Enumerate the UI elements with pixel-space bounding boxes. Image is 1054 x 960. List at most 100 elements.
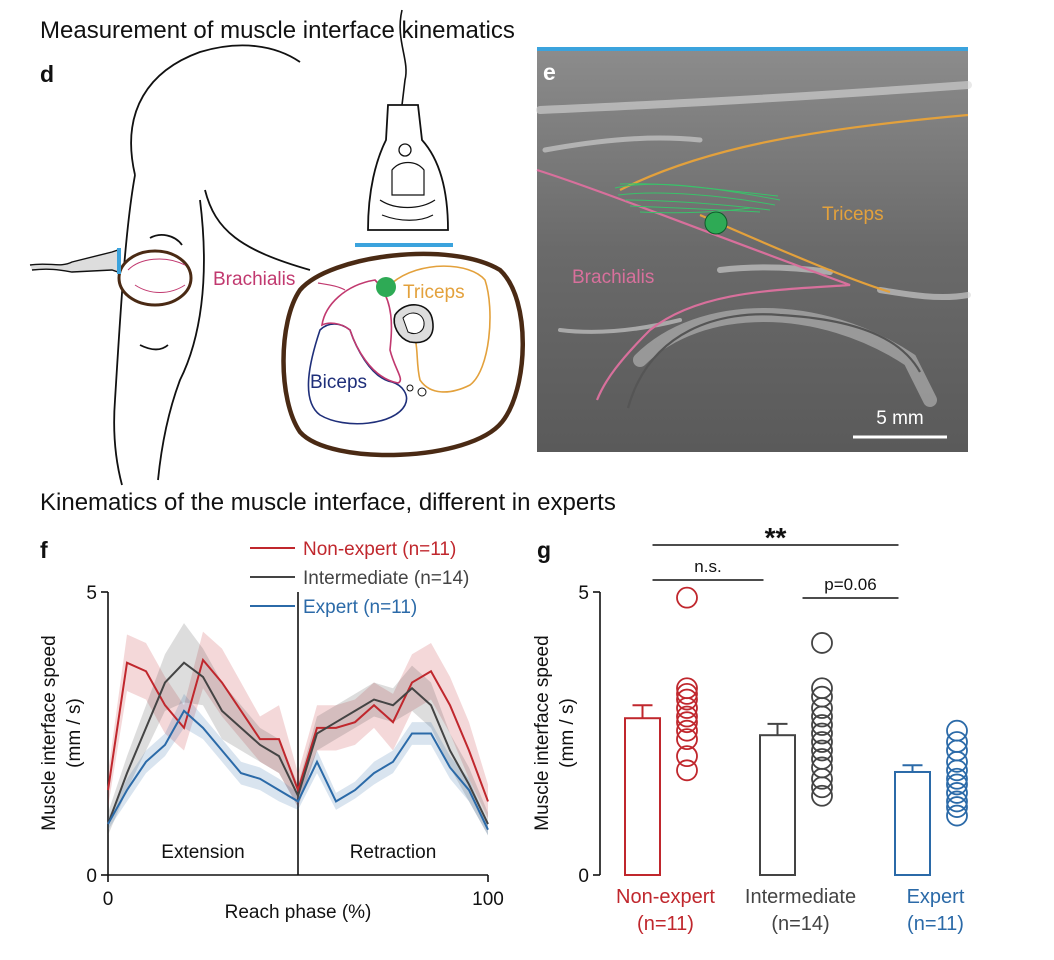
panel-label: g <box>537 537 551 563</box>
triceps-boundary <box>699 213 891 294</box>
data-point <box>946 719 968 742</box>
brachialis-outline <box>320 279 402 384</box>
data-point <box>676 759 698 782</box>
legend-label: Non-expert (n=11) <box>303 539 456 560</box>
section-title: Kinematics of the muscle interface, diff… <box>40 489 616 516</box>
nerve <box>417 387 427 397</box>
data-point <box>676 688 698 711</box>
significance-label: ** <box>765 522 787 553</box>
interface-marker <box>376 277 396 297</box>
x-tick-label: (n=11) <box>907 913 964 935</box>
small-cross-section <box>117 249 193 307</box>
data-point <box>946 759 968 782</box>
probe-detail <box>398 143 412 157</box>
data-point <box>811 677 833 700</box>
data-point <box>811 632 833 654</box>
x-axis-label: Reach phase (%) <box>225 902 372 923</box>
data-point <box>946 739 968 762</box>
muscle-label: Triceps <box>822 204 884 225</box>
data-point <box>946 796 968 818</box>
x-tick-label: (n=11) <box>637 913 694 935</box>
small-probe <box>29 249 119 273</box>
data-point <box>676 728 698 751</box>
x-tick-label: Expert <box>907 886 965 908</box>
data-point <box>676 682 698 705</box>
bar <box>759 734 796 876</box>
series-line <box>107 657 489 802</box>
data-point <box>811 705 833 728</box>
interface-trajectories <box>614 183 781 214</box>
data-point <box>946 731 968 753</box>
data-point <box>676 719 698 742</box>
scale-bar-label: 5 mm <box>876 408 924 429</box>
data-point <box>676 586 698 609</box>
data-point <box>676 697 698 719</box>
probe-cable <box>399 9 407 106</box>
probe-detail <box>379 161 436 221</box>
data-point <box>676 705 698 728</box>
x-tick-label: Intermediate <box>745 886 856 908</box>
y-tick-label: 5 <box>86 583 97 604</box>
phase-label: Extension <box>161 842 244 863</box>
data-point <box>811 784 833 807</box>
muscle-label: Biceps <box>310 372 367 393</box>
series-line <box>107 661 489 825</box>
triceps-outline <box>391 265 491 393</box>
data-point <box>946 767 968 790</box>
data-point <box>946 804 968 827</box>
bar <box>894 770 931 876</box>
phase-label: Retraction <box>350 842 437 863</box>
triceps-boundary <box>619 113 969 191</box>
data-point <box>676 711 698 734</box>
panel-label: f <box>40 537 48 563</box>
data-point <box>811 776 833 799</box>
data-point <box>946 782 968 804</box>
brachialis-boundary <box>536 168 851 401</box>
y-tick-label: 0 <box>578 866 589 887</box>
y-axis-label: Muscle interface speed <box>39 635 60 830</box>
leader <box>317 282 346 291</box>
data-point <box>946 750 968 773</box>
nerve <box>406 384 414 392</box>
panel-label: d <box>40 61 54 87</box>
significance-label: p=0.06 <box>824 575 876 594</box>
muscle-label: Brachialis <box>213 269 295 290</box>
series-line <box>107 709 489 831</box>
section-title: Measurement of muscle interface kinemati… <box>40 17 515 44</box>
data-point <box>811 685 833 708</box>
data-point <box>811 714 833 736</box>
y-tick-label: 0 <box>86 866 97 887</box>
muscle-label: Triceps <box>403 282 465 303</box>
data-point <box>811 731 833 753</box>
y-tick-label: 5 <box>578 583 589 604</box>
bone-boundary <box>626 313 921 409</box>
humerus-core <box>402 312 425 335</box>
data-point <box>676 745 698 768</box>
panel-label: e <box>543 59 556 85</box>
interface-marker <box>704 211 728 235</box>
y-axis-label: Muscle interface speed <box>532 635 553 830</box>
data-point <box>946 790 968 813</box>
data-point <box>946 773 968 796</box>
bar <box>624 717 661 877</box>
legend-label: Intermediate (n=14) <box>303 568 469 589</box>
small-muscles <box>127 258 186 293</box>
data-point <box>676 677 698 700</box>
cross-section <box>281 251 525 458</box>
data-point <box>811 697 833 719</box>
x-tick-label: 100 <box>472 889 504 910</box>
probe <box>367 104 449 231</box>
x-tick-label: 0 <box>103 889 114 910</box>
muscle-label: Brachialis <box>572 267 654 288</box>
arm-outline <box>113 44 311 486</box>
legend-label: Expert (n=11) <box>303 597 417 618</box>
significance-label: n.s. <box>694 557 721 576</box>
data-point <box>811 767 833 790</box>
x-tick-label: Non-expert <box>616 886 715 908</box>
x-tick-label: (n=14) <box>771 913 829 935</box>
y-axis-label: (mm / s) <box>557 698 578 768</box>
y-axis-label: (mm / s) <box>64 698 85 768</box>
ultrasound-image <box>537 48 968 452</box>
